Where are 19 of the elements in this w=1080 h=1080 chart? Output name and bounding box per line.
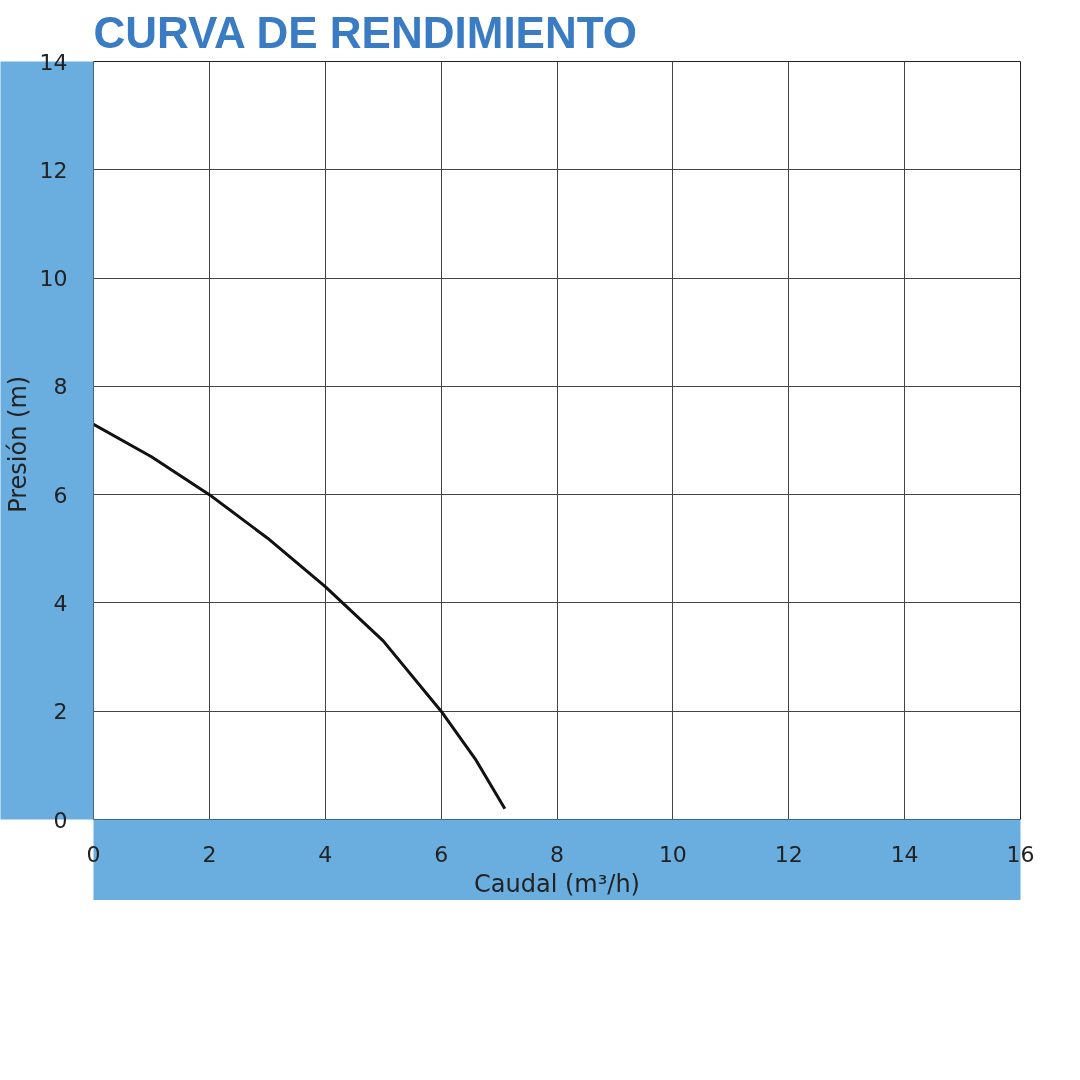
chart-title: CURVA DE RENDIMIENTO <box>93 7 638 57</box>
y-tick-label: 8 <box>53 374 68 400</box>
y-axis-title: Presión (m) <box>3 375 32 513</box>
x-tick-label: 4 <box>318 841 333 867</box>
y-tick-label: 4 <box>53 590 68 616</box>
y-tick-label: 10 <box>39 266 68 292</box>
x-tick-label: 2 <box>202 841 217 867</box>
y-tick-label: 6 <box>53 482 68 508</box>
x-tick-label: 8 <box>550 841 564 867</box>
x-tick-label: 6 <box>434 841 449 867</box>
line-series <box>93 422 507 811</box>
x-tick-label: 14 <box>890 841 919 867</box>
x-tick-label: 10 <box>658 841 687 867</box>
x-tick-label: 16 <box>1006 841 1035 867</box>
y-tick-label: 12 <box>39 157 68 183</box>
y-tick-label: 2 <box>53 699 68 725</box>
x-tick-label: 12 <box>774 841 803 867</box>
x-axis-title: Caudal (m³/h) <box>474 869 640 898</box>
x-tick-label: 0 <box>86 841 101 867</box>
